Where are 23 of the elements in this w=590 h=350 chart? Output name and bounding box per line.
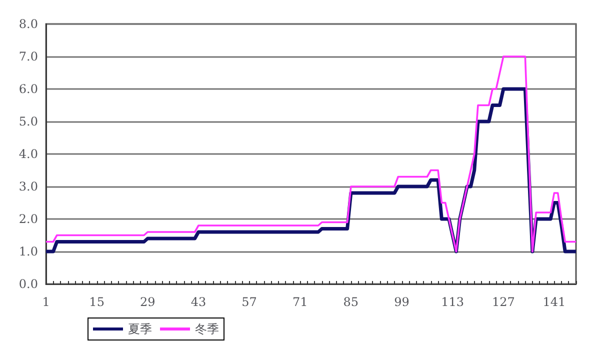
y-tick-label: 7.0 [18, 50, 38, 64]
y-tick-label: 0.0 [18, 277, 38, 291]
y-tick-label: 8.0 [18, 17, 38, 31]
x-tick-label: 29 [140, 295, 156, 309]
y-tick-label: 5.0 [18, 114, 38, 128]
x-tick-label: 43 [190, 295, 206, 309]
line-series [45, 56, 577, 252]
y-tick-label: 3.0 [18, 180, 38, 194]
y-tick-label: 2.0 [18, 212, 38, 226]
legend-label: 冬季 [195, 322, 219, 336]
x-tick-label: 113 [441, 295, 464, 309]
y-tick-label: 1.0 [18, 244, 38, 258]
x-tick-label: 85 [343, 295, 359, 309]
x-tick-label: 1 [42, 295, 50, 309]
x-tick-label: 99 [394, 295, 410, 309]
y-tick-label: 4.0 [18, 147, 38, 161]
y-tick-label: 6.0 [18, 82, 38, 96]
x-tick-label: 141 [542, 295, 566, 309]
x-tick-label: 57 [242, 295, 257, 309]
x-tick-label: 127 [492, 295, 515, 309]
x-tick-label: 15 [89, 295, 104, 309]
legend-label: 夏季 [128, 322, 152, 336]
x-tick-label: 71 [292, 295, 308, 309]
